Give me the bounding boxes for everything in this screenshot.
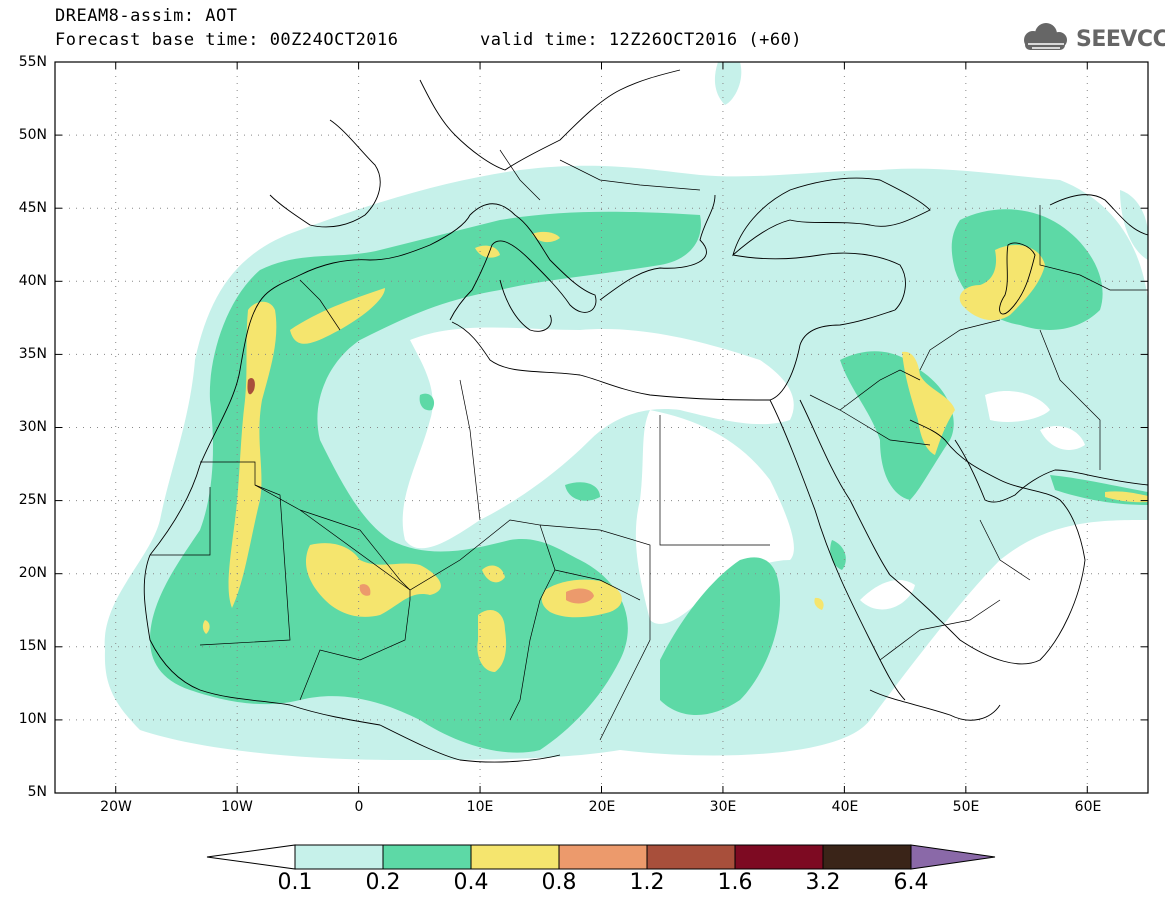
lat-label-35n: 35N <box>18 346 47 362</box>
colorbar-label-6.4: 6.4 <box>893 870 929 895</box>
aot-level-1.2 <box>247 378 255 395</box>
lon-label-40e: 40E <box>831 799 859 815</box>
coastlines <box>143 69 1148 763</box>
lon-label-0: 0 <box>354 799 364 815</box>
colorbar-label-0.1: 0.1 <box>277 870 313 895</box>
lon-label-20w: 20W <box>100 799 132 815</box>
lat-label-10n: 10N <box>18 711 47 727</box>
colorbar-segment-0.8 <box>558 844 648 870</box>
colorbar-label-1.6: 1.6 <box>717 870 753 895</box>
map-title: DREAM8-assim: AOT <box>55 6 238 26</box>
aot-level-0.8 <box>359 584 594 604</box>
aot-field <box>104 62 1148 761</box>
lat-label-30n: 30N <box>18 419 47 435</box>
colorbar-segment-above <box>910 844 996 870</box>
lat-label-55n: 55N <box>18 54 47 70</box>
colorbar-segment-0.4 <box>470 844 560 870</box>
country-borders <box>150 149 1148 741</box>
lon-label-20e: 20E <box>588 799 616 815</box>
aot-below-threshold <box>402 327 1085 624</box>
colorbar-segment-3.2 <box>822 844 912 870</box>
colorbar-segment-1.6 <box>734 844 824 870</box>
lon-label-10e: 10E <box>466 799 494 815</box>
seevccc-logo <box>1024 23 1067 50</box>
lat-label-45n: 45N <box>18 200 47 216</box>
lon-label-30e: 30E <box>709 799 737 815</box>
colorbar-segment-below <box>206 844 296 870</box>
colorbar-label-0.8: 0.8 <box>541 870 577 895</box>
colorbar-label-1.2: 1.2 <box>629 870 665 895</box>
lon-label-50e: 50E <box>952 799 980 815</box>
lat-label-20n: 20N <box>18 565 47 581</box>
colorbar-segment-0.1 <box>294 844 384 870</box>
lat-label-15n: 15N <box>18 638 47 654</box>
valid-time: valid time: 12Z26OCT2016 (+60) <box>480 30 803 50</box>
colorbar <box>206 844 996 870</box>
lon-label-60e: 60E <box>1074 799 1102 815</box>
forecast-base-time: Forecast base time: 00Z24OCT2016 <box>55 30 399 50</box>
colorbar-label-0.2: 0.2 <box>365 870 401 895</box>
axis-ticks <box>55 61 1148 794</box>
lat-label-50n: 50N <box>18 127 47 143</box>
lat-label-5n: 5N <box>27 784 47 800</box>
logo-text: SEEVCCC <box>1076 27 1165 52</box>
colorbar-segment-0.2 <box>382 844 472 870</box>
lon-label-10w: 10W <box>221 799 253 815</box>
colorbar-segment-1.2 <box>646 844 736 870</box>
colorbar-label-3.2: 3.2 <box>805 870 841 895</box>
lat-label-25n: 25N <box>18 492 47 508</box>
lat-label-40n: 40N <box>18 273 47 289</box>
colorbar-label-0.4: 0.4 <box>453 870 489 895</box>
